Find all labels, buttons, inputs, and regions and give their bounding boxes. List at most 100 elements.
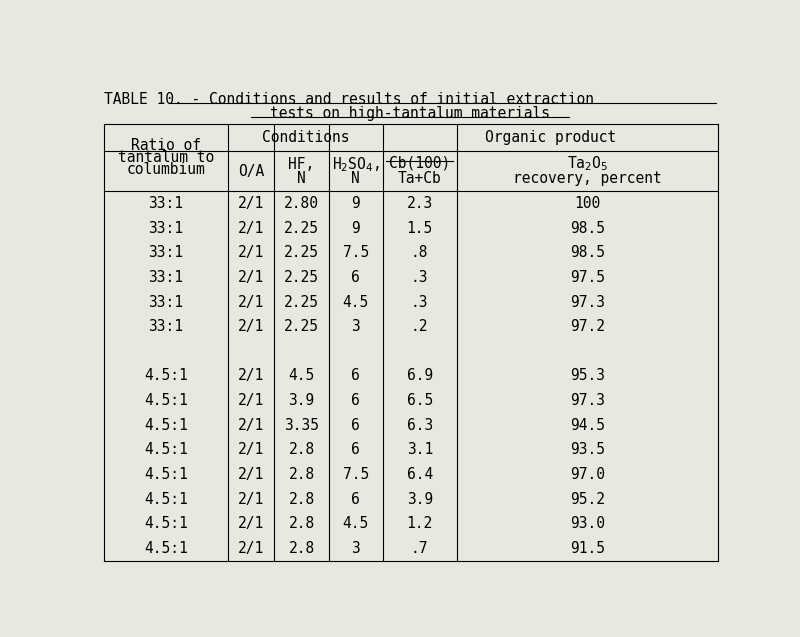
Text: Cb(100): Cb(100) <box>389 156 450 171</box>
Text: Conditions: Conditions <box>262 130 349 145</box>
Text: 2/1: 2/1 <box>238 393 264 408</box>
Text: 4.5: 4.5 <box>288 368 314 383</box>
Text: 4.5:1: 4.5:1 <box>144 368 188 383</box>
Text: 3.9: 3.9 <box>406 492 433 506</box>
Text: 2.8: 2.8 <box>288 442 314 457</box>
Text: 9: 9 <box>351 220 360 236</box>
Text: 97.2: 97.2 <box>570 319 605 334</box>
Text: .8: .8 <box>411 245 429 261</box>
Text: 33:1: 33:1 <box>148 196 183 211</box>
Text: 33:1: 33:1 <box>148 319 183 334</box>
Text: 6: 6 <box>351 418 360 433</box>
Text: 2.8: 2.8 <box>288 517 314 531</box>
Text: 7.5: 7.5 <box>342 245 369 261</box>
Text: 6.5: 6.5 <box>406 393 433 408</box>
Text: Ratio of: Ratio of <box>131 138 201 153</box>
Text: H$_2$SO$_4$,: H$_2$SO$_4$, <box>332 155 380 173</box>
Text: 4.5:1: 4.5:1 <box>144 467 188 482</box>
Text: O/A: O/A <box>238 164 264 178</box>
Text: 6: 6 <box>351 393 360 408</box>
Text: 3.9: 3.9 <box>288 393 314 408</box>
Text: 1.5: 1.5 <box>406 220 433 236</box>
Text: 2/1: 2/1 <box>238 368 264 383</box>
Text: 98.5: 98.5 <box>570 220 605 236</box>
Text: 33:1: 33:1 <box>148 270 183 285</box>
Text: 94.5: 94.5 <box>570 418 605 433</box>
Text: 2/1: 2/1 <box>238 467 264 482</box>
Text: Ta+Cb: Ta+Cb <box>398 171 442 185</box>
Text: 2.25: 2.25 <box>284 294 319 310</box>
Text: 4.5: 4.5 <box>342 294 369 310</box>
Text: 95.2: 95.2 <box>570 492 605 506</box>
Text: 93.0: 93.0 <box>570 517 605 531</box>
Text: 2.8: 2.8 <box>288 541 314 556</box>
Text: TABLE 10. - Conditions and results of initial extraction: TABLE 10. - Conditions and results of in… <box>104 92 594 107</box>
Text: 2/1: 2/1 <box>238 294 264 310</box>
Text: 95.3: 95.3 <box>570 368 605 383</box>
Text: N: N <box>297 171 306 185</box>
Text: 2.25: 2.25 <box>284 319 319 334</box>
Text: 2.3: 2.3 <box>406 196 433 211</box>
Text: Ta$_2$O$_5$: Ta$_2$O$_5$ <box>567 154 608 173</box>
Text: 2/1: 2/1 <box>238 541 264 556</box>
Text: recovery, percent: recovery, percent <box>513 171 662 185</box>
Text: 6: 6 <box>351 442 360 457</box>
Text: 33:1: 33:1 <box>148 294 183 310</box>
Text: 9: 9 <box>351 196 360 211</box>
Text: 2/1: 2/1 <box>238 270 264 285</box>
Text: 4.5:1: 4.5:1 <box>144 442 188 457</box>
Text: 4.5:1: 4.5:1 <box>144 492 188 506</box>
Text: 2.8: 2.8 <box>288 467 314 482</box>
Text: 6: 6 <box>351 492 360 506</box>
Text: 2/1: 2/1 <box>238 319 264 334</box>
Text: 33:1: 33:1 <box>148 245 183 261</box>
Text: 3: 3 <box>351 319 360 334</box>
Text: tantalum to: tantalum to <box>118 150 214 165</box>
Text: 6.9: 6.9 <box>406 368 433 383</box>
Text: 7.5: 7.5 <box>342 467 369 482</box>
Text: 4.5: 4.5 <box>342 517 369 531</box>
Text: 2.25: 2.25 <box>284 270 319 285</box>
Text: 4.5:1: 4.5:1 <box>144 418 188 433</box>
Text: 3: 3 <box>351 541 360 556</box>
Text: 97.3: 97.3 <box>570 294 605 310</box>
Text: 2.25: 2.25 <box>284 245 319 261</box>
Text: 2/1: 2/1 <box>238 442 264 457</box>
Text: 1.2: 1.2 <box>406 517 433 531</box>
Text: 4.5:1: 4.5:1 <box>144 517 188 531</box>
Text: .2: .2 <box>411 319 429 334</box>
Text: 6: 6 <box>351 368 360 383</box>
Text: 97.0: 97.0 <box>570 467 605 482</box>
Text: 97.5: 97.5 <box>570 270 605 285</box>
Text: 33:1: 33:1 <box>148 220 183 236</box>
Text: 4.5:1: 4.5:1 <box>144 393 188 408</box>
Text: 2/1: 2/1 <box>238 196 264 211</box>
Text: .3: .3 <box>411 294 429 310</box>
Text: 93.5: 93.5 <box>570 442 605 457</box>
Text: 100: 100 <box>574 196 601 211</box>
Text: 2/1: 2/1 <box>238 492 264 506</box>
Text: 2/1: 2/1 <box>238 418 264 433</box>
Text: 6.4: 6.4 <box>406 467 433 482</box>
Text: .7: .7 <box>411 541 429 556</box>
Text: 6.3: 6.3 <box>406 418 433 433</box>
Text: 2/1: 2/1 <box>238 220 264 236</box>
Text: 98.5: 98.5 <box>570 245 605 261</box>
Text: 2/1: 2/1 <box>238 517 264 531</box>
Text: 2/1: 2/1 <box>238 245 264 261</box>
Text: Organic product: Organic product <box>485 130 616 145</box>
Text: HF,: HF, <box>288 157 314 172</box>
Text: 2.25: 2.25 <box>284 220 319 236</box>
Text: 97.3: 97.3 <box>570 393 605 408</box>
Text: 3.1: 3.1 <box>406 442 433 457</box>
Text: columbium: columbium <box>126 162 206 178</box>
Text: 2.8: 2.8 <box>288 492 314 506</box>
Text: N: N <box>351 171 360 185</box>
Text: .3: .3 <box>411 270 429 285</box>
Text: 6: 6 <box>351 270 360 285</box>
Text: 4.5:1: 4.5:1 <box>144 541 188 556</box>
Text: 91.5: 91.5 <box>570 541 605 556</box>
Text: 3.35: 3.35 <box>284 418 319 433</box>
Text: tests on high-tantalum materials: tests on high-tantalum materials <box>270 106 550 122</box>
Text: 2.80: 2.80 <box>284 196 319 211</box>
